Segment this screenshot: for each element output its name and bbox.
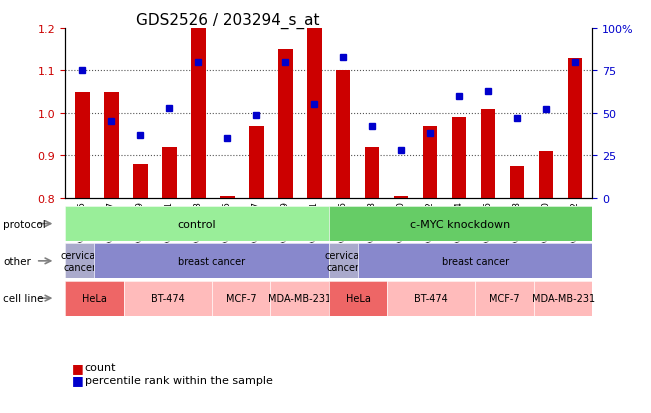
Bar (249, 126, 264, 198)
Text: protocol: protocol (3, 219, 46, 229)
Text: ■: ■ (72, 361, 83, 374)
Bar (452, 118, 466, 198)
Bar (394, 196, 408, 198)
Bar (104, 93, 118, 198)
Bar (162, 147, 176, 198)
Text: breast cancer: breast cancer (178, 256, 245, 266)
Text: ■: ■ (72, 373, 83, 387)
Text: cervical
cancer: cervical cancer (324, 250, 363, 272)
Bar (365, 147, 380, 198)
Bar (481, 109, 495, 198)
Bar (539, 152, 553, 198)
Text: HeLa: HeLa (82, 293, 107, 304)
Bar (278, 50, 292, 198)
Bar (76, 93, 90, 198)
Text: control: control (178, 219, 216, 229)
Text: HeLa: HeLa (346, 293, 370, 304)
Bar (307, 29, 322, 198)
Text: MDA-MB-231: MDA-MB-231 (532, 293, 594, 304)
Text: breast cancer: breast cancer (441, 256, 509, 266)
Text: percentile rank within the sample: percentile rank within the sample (85, 375, 273, 385)
Text: count: count (85, 363, 116, 373)
Text: BT-474: BT-474 (151, 293, 184, 304)
Bar (423, 126, 437, 198)
Text: cell line: cell line (3, 293, 44, 304)
Text: c-MYC knockdown: c-MYC knockdown (411, 219, 510, 229)
Text: MCF-7: MCF-7 (489, 293, 520, 304)
Bar (191, 29, 206, 198)
Bar (568, 59, 582, 198)
Bar (510, 166, 524, 198)
Bar (220, 196, 234, 198)
Text: other: other (3, 256, 31, 266)
Bar (133, 164, 148, 198)
Bar (336, 71, 350, 198)
Text: GDS2526 / 203294_s_at: GDS2526 / 203294_s_at (136, 12, 320, 28)
Text: BT-474: BT-474 (415, 293, 448, 304)
Text: cervical
cancer: cervical cancer (61, 250, 99, 272)
Text: MDA-MB-231: MDA-MB-231 (268, 293, 331, 304)
Text: MCF-7: MCF-7 (225, 293, 256, 304)
